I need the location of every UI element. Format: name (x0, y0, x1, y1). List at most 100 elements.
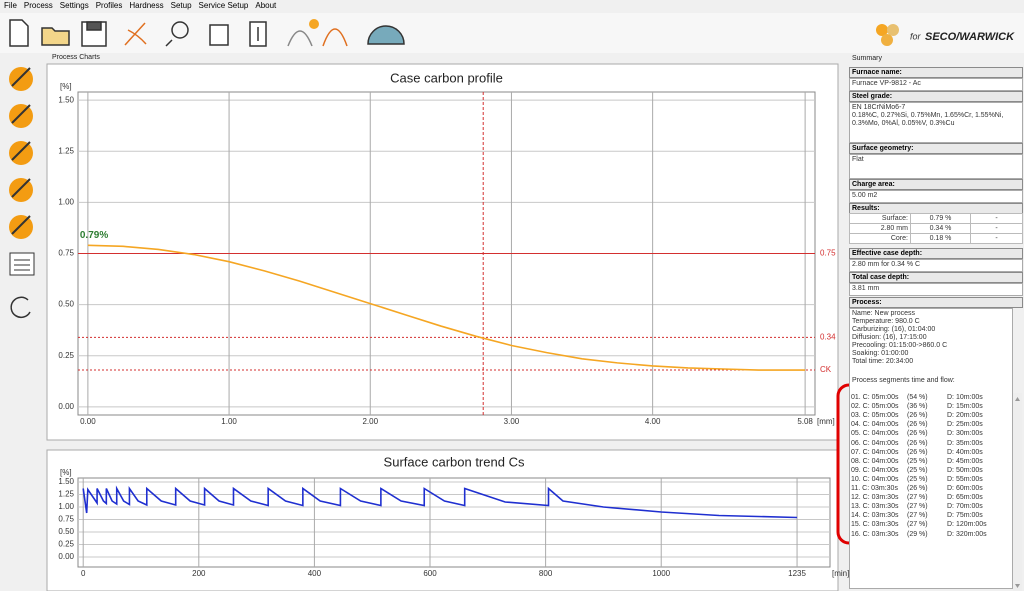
x-tick-label: 0 (81, 569, 86, 578)
segment-cell: D: 45m:00s (947, 457, 983, 465)
process-line: Name: New process (852, 310, 916, 317)
process-line: Carburizing: (16), 01:04:00 (852, 326, 936, 333)
segment-cell: (25 %) (907, 457, 928, 465)
x-tick-label: 3.00 (504, 417, 520, 426)
results-cell: - (970, 213, 1023, 224)
results-cell: 0.79 % (909, 213, 972, 224)
scrollbar[interactable] (1013, 393, 1022, 591)
x-tick-label: 5.08 (797, 417, 813, 426)
section-header: Furnace name: (849, 67, 1023, 78)
section-value: 2.80 mm for 0.34 % C (849, 259, 1023, 272)
segment-cell: 04. C: 04m:00s (851, 421, 899, 429)
save-icon-part (86, 21, 102, 31)
segment-cell: 15. C: 03m:30s (851, 521, 899, 529)
thermo-icon[interactable] (249, 21, 267, 47)
section-value: 5.00 m2 (849, 190, 1023, 203)
curve-icon[interactable] (287, 30, 313, 47)
section-value: 3.81 mm (849, 283, 1023, 296)
section-header: Process: (849, 297, 1023, 308)
panel-title: Process Charts (52, 54, 100, 61)
y-tick-label: 0.75 (58, 515, 74, 524)
segment-cell: D: 60m:00s (947, 485, 983, 492)
segment-cell: (29 %) (907, 530, 928, 538)
x-tick-label: 1000 (652, 569, 670, 578)
section-header: Total case depth: (849, 272, 1023, 283)
x-unit: [mm] (817, 417, 835, 426)
segment-cell: (27 %) (907, 494, 928, 502)
y-tick-label: 1.25 (58, 490, 74, 499)
segment-cell: (27 %) (907, 512, 928, 520)
section-value: Flat (849, 154, 1023, 179)
y-tick-label: 1.00 (58, 198, 74, 207)
series-line (82, 485, 798, 519)
steel-line: 0.18%C, 0.27%Si, 0.75%Mn, 1.65%Cr, 1.55%… (852, 112, 1004, 119)
x-tick-label: 800 (539, 569, 553, 578)
section-header: Steel grade: (849, 91, 1023, 102)
add-badge (309, 19, 319, 29)
menu-item[interactable]: Service Setup (198, 1, 249, 10)
menu-item[interactable]: Settings (59, 1, 89, 10)
segments-label: Process segments time and flow: (852, 377, 955, 384)
segment-cell: (25 %) (907, 475, 928, 483)
menu-item[interactable]: About (255, 1, 277, 10)
section-value: Furnace VP-9812 - Ac (849, 78, 1023, 91)
y-tick-label: 0.25 (58, 351, 74, 360)
segment-cell: D: 120m:00s (947, 521, 987, 529)
y-tick-label: 0.50 (58, 527, 74, 536)
search-icon[interactable] (171, 21, 189, 39)
edit-icon[interactable] (124, 22, 147, 46)
process-line: Precooling: 01:15:00->860.0 C (852, 342, 948, 349)
segment-cell: 07. C: 04m:00s (851, 448, 899, 456)
hardness-icon[interactable] (367, 25, 405, 45)
logo-mark (876, 24, 899, 46)
steel-line: 0.3%Mo, 0%Al, 0.05%V, 0.3%Cu (852, 120, 955, 127)
x-tick-label: 1235 (788, 569, 806, 578)
segment-cell: 16. C: 03m:30s (851, 530, 899, 538)
y-tick-label: 0.50 (58, 300, 74, 309)
results-cell: 2.80 mm (849, 223, 911, 234)
segment-cell: D: 75m:00s (947, 512, 983, 520)
y-unit: [%] (60, 82, 72, 91)
segment-cell: D: 40m:00s (947, 448, 983, 456)
report-icon[interactable] (209, 24, 229, 46)
segment-cell: D: 55m:00s (947, 475, 983, 483)
menu-item[interactable]: File (4, 1, 17, 10)
menu-item[interactable]: Process (23, 1, 53, 10)
curve2-icon[interactable] (322, 28, 348, 47)
x-tick-label: 600 (423, 569, 437, 578)
segment-cell: 13. C: 03m:30s (851, 503, 899, 511)
open-icon[interactable] (41, 27, 70, 46)
results-cell: Surface: (849, 213, 911, 224)
x-tick-label: 2.00 (362, 417, 378, 426)
segment-cell: 14. C: 03m:30s (851, 512, 899, 520)
search-icon-part (165, 39, 173, 47)
y-tick-label: 0.25 (58, 540, 74, 549)
segment-cell: D: 35m:00s (947, 439, 983, 447)
segment-cell: 06. C: 04m:00s (851, 439, 899, 447)
y-tick-label: 1.00 (58, 502, 74, 511)
segment-cell: 12. C: 03m:30s (851, 494, 899, 502)
new-icon[interactable] (9, 19, 29, 47)
segment-cell: D: 15m:00s (947, 403, 983, 411)
sidebar (0, 55, 44, 591)
process-line: Diffusion: (16), 17:15:00 (852, 334, 927, 341)
plot-area (77, 477, 831, 568)
segment-cell: (26 %) (907, 421, 928, 429)
series-line (87, 244, 806, 371)
segment-cell: 08. C: 04m:00s (851, 457, 899, 465)
process-line: Soaking: 01:00:00 (852, 350, 909, 357)
toolbar-icons (9, 19, 405, 47)
segment-cell: 02. C: 05m:00s (851, 403, 899, 411)
process-line: Temperature: 980.0 C (852, 318, 920, 325)
menu-item[interactable]: Hardness (129, 1, 164, 10)
section-header: Charge area: (849, 179, 1023, 190)
section-value: EN 18CrNiMo6-7 0.18%C, 0.27%Si, 0.75%Mn, … (849, 102, 1023, 143)
y-tick-label: 1.25 (58, 146, 74, 155)
results-cell: Core: (849, 233, 911, 244)
menu-item[interactable]: Setup (170, 1, 192, 10)
reference-label: 0.34 (820, 332, 836, 341)
results-row: Surface: 0.79 % - (849, 213, 1023, 224)
results-cell: 0.18 % (909, 233, 972, 244)
segment-cell: D: 30m:00s (947, 430, 983, 438)
menu-item[interactable]: Profiles (95, 1, 123, 10)
